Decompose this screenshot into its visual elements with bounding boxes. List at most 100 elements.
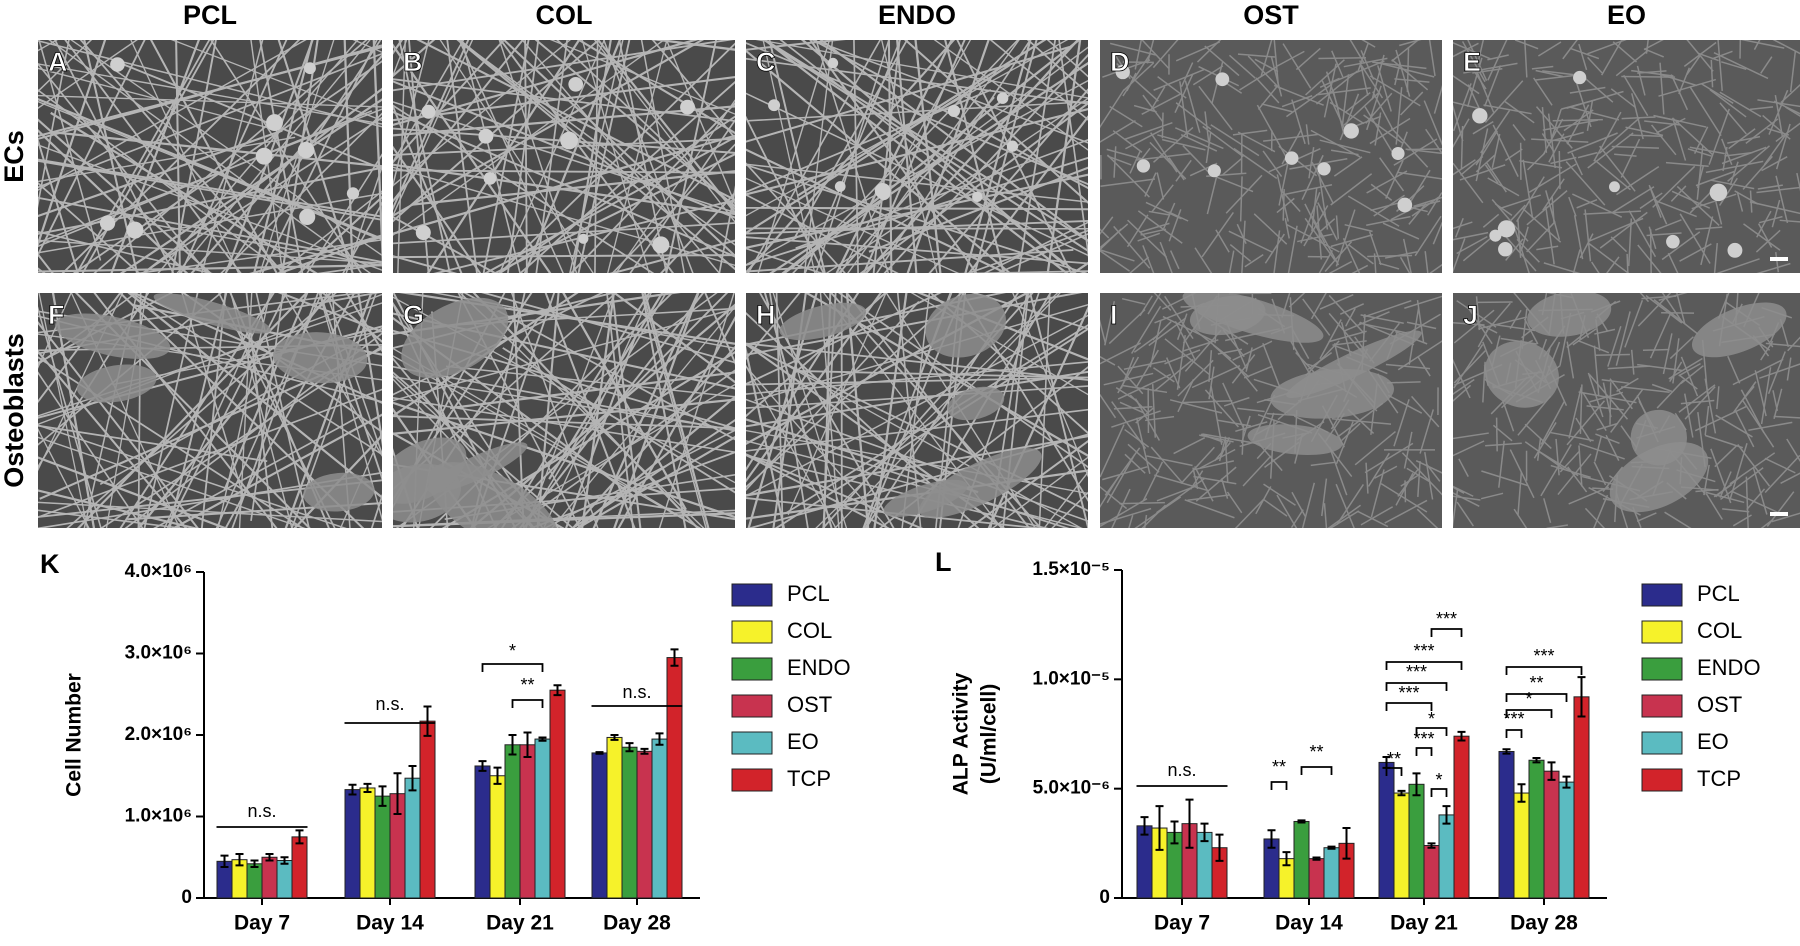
fiber	[1367, 452, 1390, 487]
fiber	[393, 374, 560, 528]
fiber	[1621, 386, 1670, 393]
bar	[1438, 814, 1455, 899]
cell	[99, 215, 116, 231]
fiber	[1232, 340, 1273, 361]
fiber	[1484, 65, 1502, 107]
fiber	[1705, 493, 1723, 520]
fiber	[1328, 446, 1348, 496]
fiber	[1763, 130, 1790, 166]
cell	[126, 221, 144, 239]
fiber	[1111, 410, 1161, 428]
fiber	[224, 40, 382, 273]
fiber	[1584, 209, 1592, 262]
fiber	[881, 40, 938, 273]
fiber	[318, 293, 382, 481]
fiber	[658, 293, 735, 528]
fiber	[1263, 499, 1288, 517]
fiber	[1123, 360, 1167, 370]
fiber	[1625, 126, 1664, 137]
fiber	[1652, 165, 1696, 208]
fiber	[613, 293, 700, 528]
fiber	[1742, 399, 1775, 448]
fiber	[1669, 336, 1694, 360]
fiber	[1147, 293, 1162, 315]
fiber	[38, 264, 382, 273]
fiber	[1174, 74, 1194, 114]
fiber	[746, 40, 1069, 217]
fiber	[1732, 491, 1784, 516]
fiber	[1175, 159, 1192, 182]
fiber	[426, 40, 581, 273]
cell	[299, 208, 316, 225]
column-header: EO	[1607, 0, 1646, 30]
fiber	[38, 239, 382, 264]
fiber	[1637, 293, 1672, 327]
fiber	[38, 52, 382, 189]
fiber	[876, 40, 1032, 273]
fiber	[1601, 40, 1623, 76]
fiber	[1046, 40, 1088, 78]
fiber	[565, 333, 638, 528]
fiber	[1734, 410, 1755, 448]
fiber	[1548, 133, 1565, 163]
fiber	[1002, 293, 1030, 528]
fiber	[1565, 161, 1606, 206]
fiber	[1643, 40, 1664, 51]
y-axis-label: ALP Activity	[950, 672, 973, 795]
fiber	[1646, 232, 1682, 237]
fiber	[1157, 134, 1179, 142]
fiber	[1348, 244, 1374, 265]
fiber	[393, 40, 705, 217]
fiber	[822, 293, 837, 528]
fiber	[1177, 359, 1214, 397]
cell	[874, 182, 891, 199]
fiber	[746, 206, 1088, 211]
fiber	[1333, 156, 1363, 177]
significance-bracket	[1300, 766, 1333, 775]
fiber	[1636, 512, 1657, 522]
fiber	[1734, 190, 1759, 205]
bar	[636, 750, 653, 899]
fiber	[1335, 483, 1355, 528]
fiber	[393, 329, 735, 430]
fiber	[83, 293, 138, 528]
fiber	[321, 293, 382, 343]
fiber	[1595, 433, 1620, 444]
fiber	[1142, 245, 1155, 273]
fiber	[1748, 421, 1793, 431]
fiber	[1596, 422, 1619, 431]
fiber	[1224, 436, 1229, 482]
fiber	[1616, 377, 1639, 393]
cell	[652, 236, 670, 254]
cell	[266, 114, 283, 132]
fiber	[572, 40, 612, 273]
fiber	[1175, 41, 1221, 62]
fiber	[259, 40, 335, 273]
fiber	[1100, 228, 1110, 239]
fiber	[238, 293, 253, 528]
fiber	[571, 419, 735, 528]
fiber	[746, 57, 1088, 105]
fiber	[1240, 415, 1251, 444]
fiber	[393, 302, 544, 528]
fiber	[487, 383, 735, 528]
fiber	[1397, 340, 1442, 371]
fiber	[1458, 458, 1469, 477]
fiber	[1382, 222, 1420, 240]
fiber	[393, 407, 477, 528]
fiber	[38, 67, 277, 131]
fiber	[991, 456, 1088, 528]
fiber	[144, 222, 382, 267]
fiber	[929, 293, 1088, 435]
fiber	[1743, 223, 1781, 251]
fiber	[581, 40, 650, 273]
bar	[1498, 750, 1515, 899]
fiber	[357, 293, 382, 447]
fiber	[393, 401, 735, 519]
fiber	[398, 293, 735, 345]
fiber	[253, 40, 314, 273]
fiber	[1593, 494, 1609, 528]
fiber	[1106, 154, 1150, 198]
fiber	[38, 40, 102, 261]
fiber	[500, 293, 651, 528]
